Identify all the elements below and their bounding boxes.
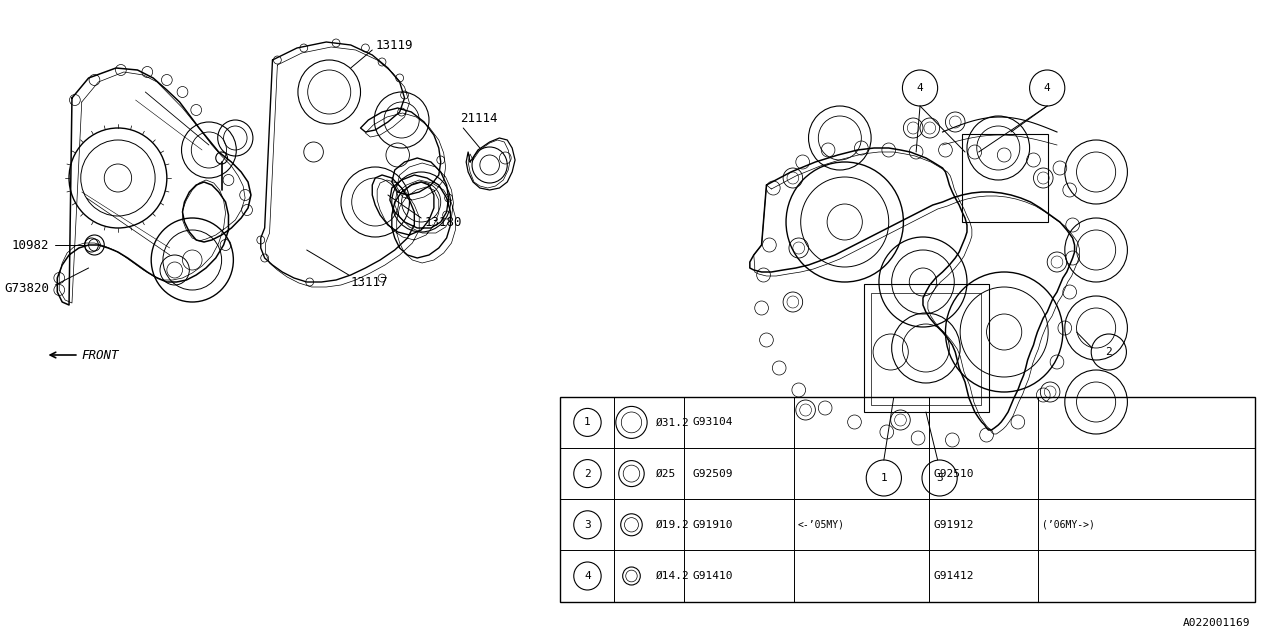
- Text: (’06MY->): (’06MY->): [1042, 520, 1096, 530]
- Text: A022001169: A022001169: [1183, 618, 1251, 628]
- Text: G91910: G91910: [692, 520, 732, 530]
- Text: 1: 1: [881, 473, 887, 483]
- Text: G93104: G93104: [692, 417, 732, 428]
- Text: 3: 3: [584, 520, 591, 530]
- Text: <-’05MY): <-’05MY): [797, 520, 845, 530]
- Text: 4: 4: [584, 571, 591, 581]
- Text: G92510: G92510: [933, 468, 974, 479]
- Text: 4: 4: [1043, 83, 1051, 93]
- Text: Ø19.2: Ø19.2: [655, 520, 690, 530]
- Bar: [872, 293, 980, 405]
- Text: Ø25: Ø25: [655, 468, 676, 479]
- Text: 1: 1: [584, 417, 591, 428]
- Text: G91412: G91412: [933, 571, 974, 581]
- Bar: [864, 284, 989, 412]
- Text: G73820: G73820: [4, 282, 50, 294]
- Text: G92509: G92509: [692, 468, 732, 479]
- Text: 2: 2: [584, 468, 591, 479]
- Text: FRONT: FRONT: [82, 349, 119, 362]
- Text: 13117: 13117: [351, 275, 388, 289]
- Bar: [963, 134, 1048, 222]
- Text: Ø14.2: Ø14.2: [655, 571, 690, 581]
- Text: 4: 4: [916, 83, 923, 93]
- Text: 21114: 21114: [461, 111, 498, 125]
- Text: 2: 2: [1106, 347, 1112, 357]
- Text: G91410: G91410: [692, 571, 732, 581]
- Text: G91912: G91912: [933, 520, 974, 530]
- Text: 3: 3: [936, 473, 943, 483]
- Text: 13180: 13180: [424, 216, 462, 228]
- Text: 10982: 10982: [12, 239, 50, 252]
- Text: 13119: 13119: [375, 38, 412, 51]
- Bar: [561, 397, 1254, 602]
- Text: Ø31.2: Ø31.2: [655, 417, 690, 428]
